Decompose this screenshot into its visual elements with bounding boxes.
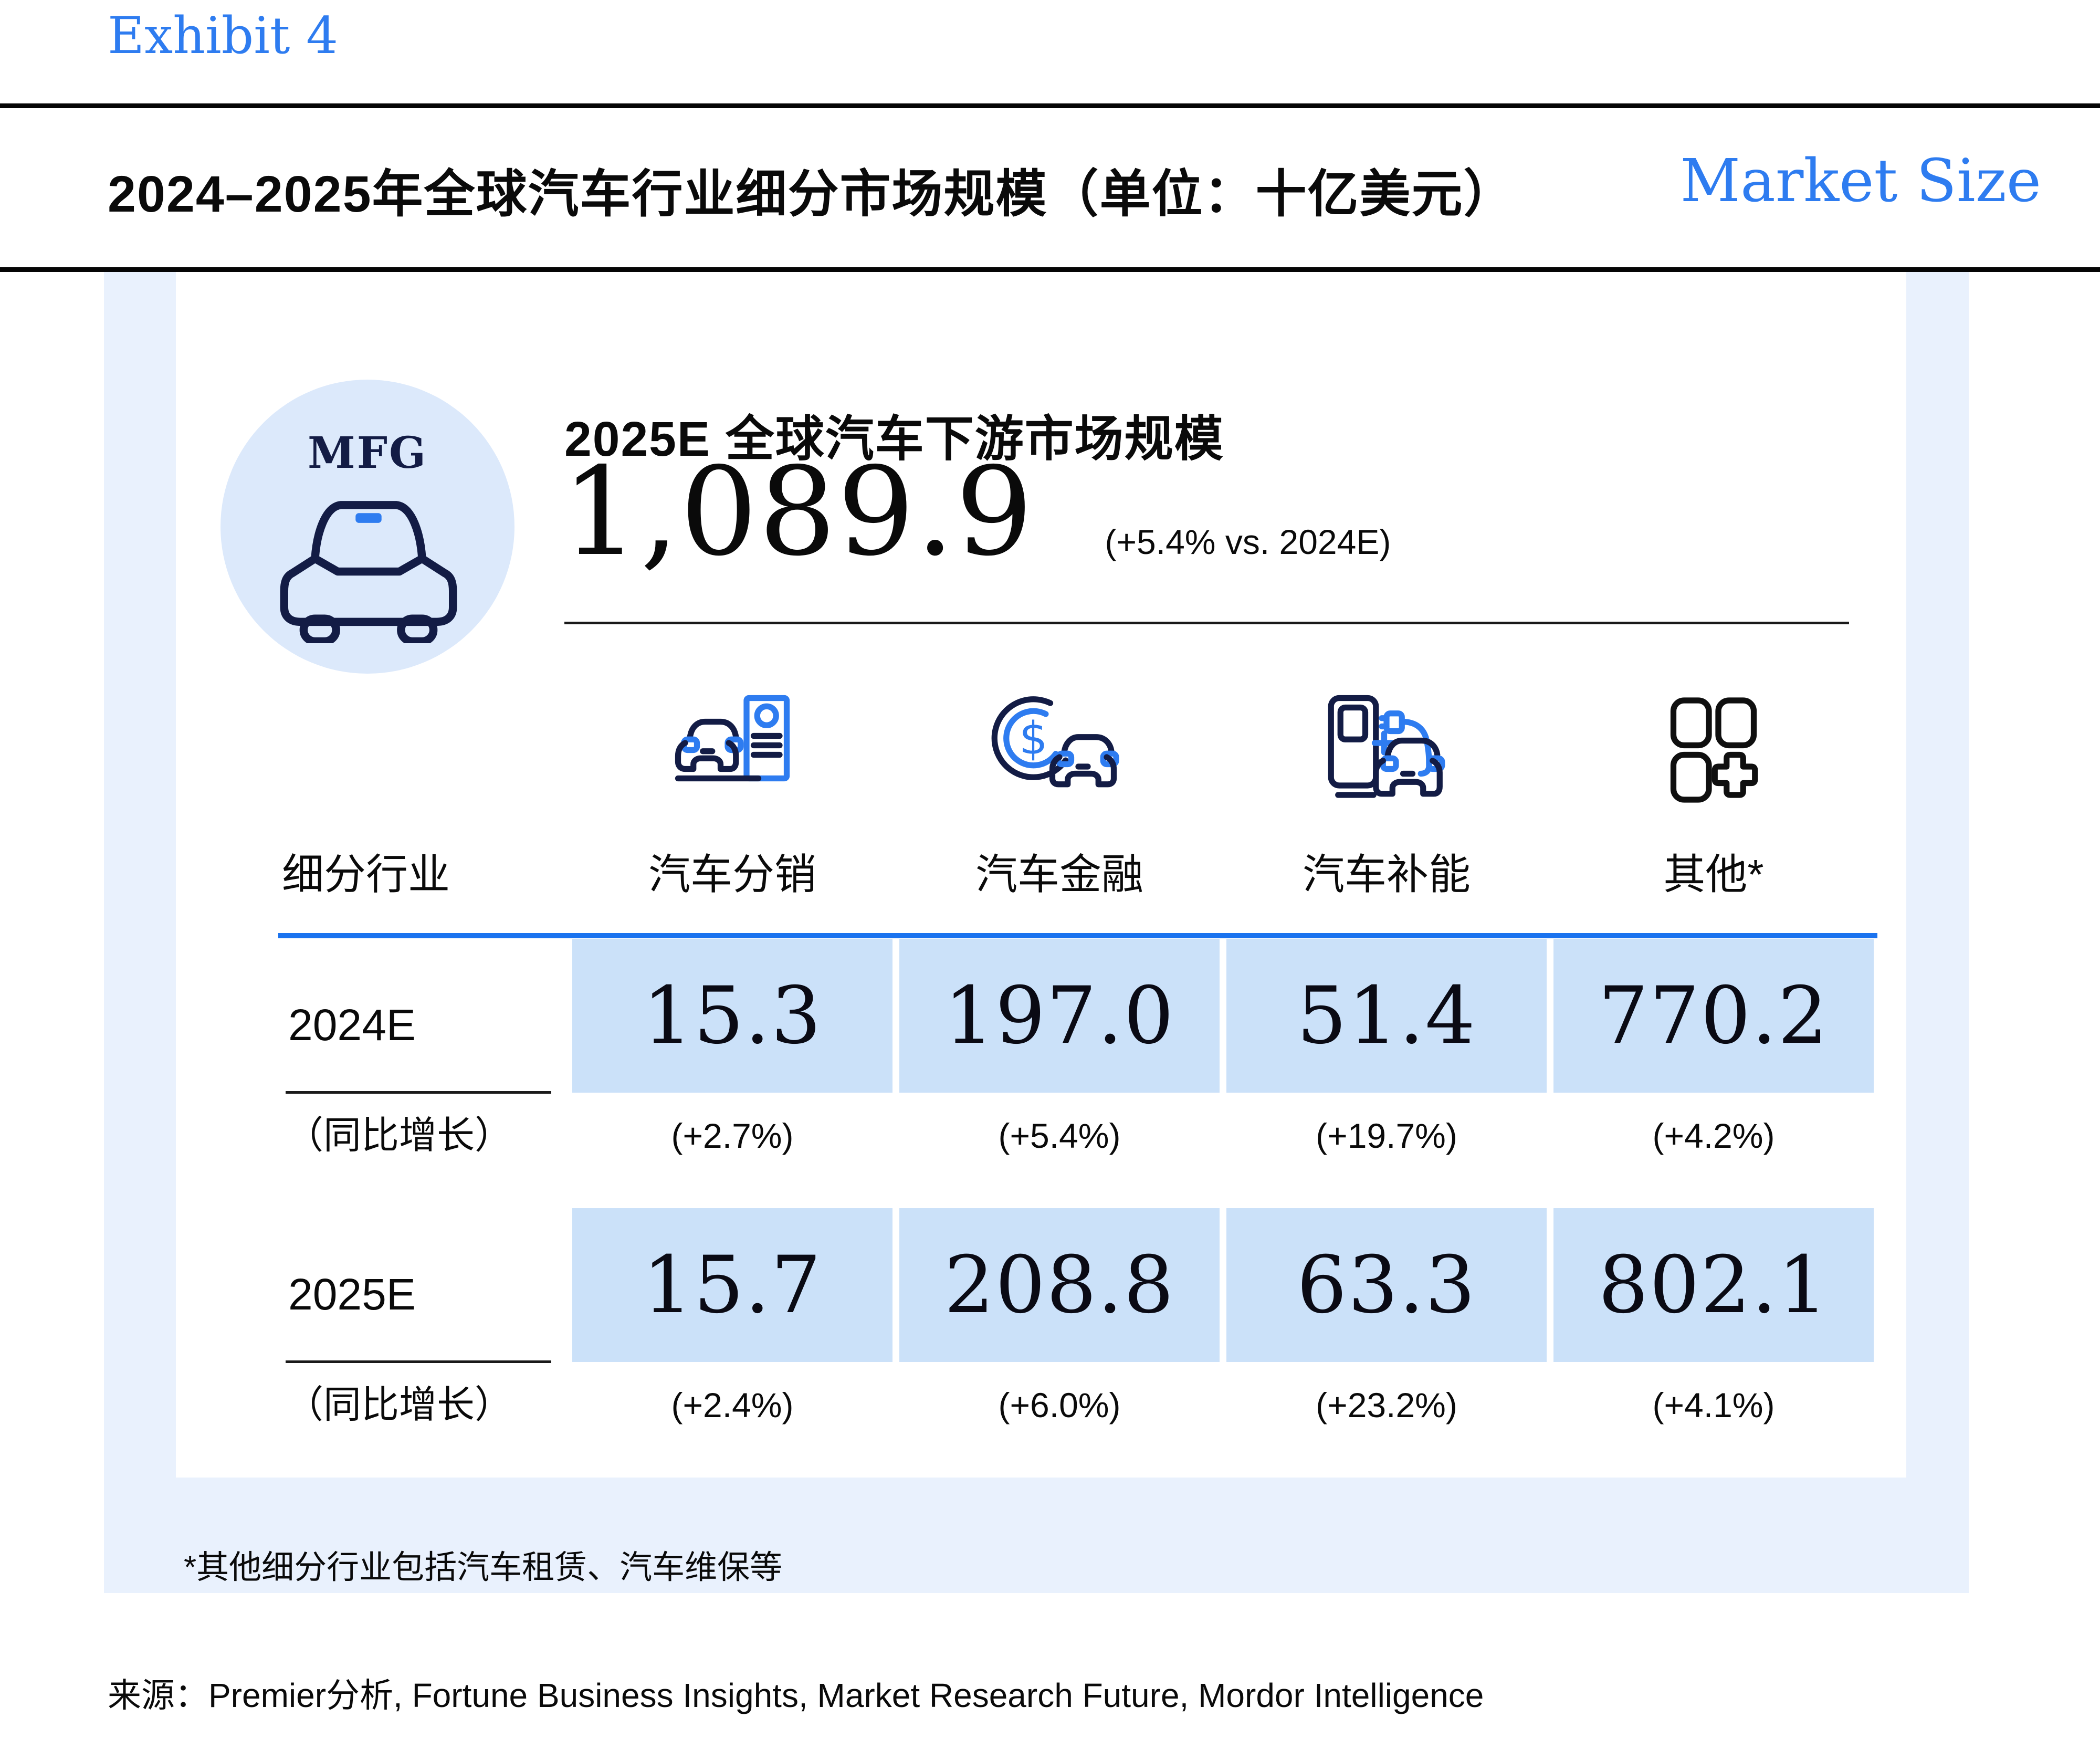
growth-cell: (+2.4%) xyxy=(671,1386,794,1424)
summary-headline: 2025E 全球汽车下游市场规模 xyxy=(564,412,1224,466)
market-size-label: Market Size xyxy=(1680,147,2041,215)
summary-underline xyxy=(564,622,1849,624)
row-label-2024e: 2024E xyxy=(288,1000,416,1050)
row-label-underline xyxy=(286,1360,551,1363)
segment-icons-row: $ xyxy=(572,689,1874,810)
exhibit-label: Exhibit 4 xyxy=(108,6,339,65)
car-document-icon xyxy=(675,695,790,781)
footnote: *其他细分行业包括汽车租赁、汽车维保等 xyxy=(184,1549,783,1586)
dollar-glyph: $ xyxy=(1019,713,1047,764)
growth-row-2025e: (+2.4%) (+6.0%) (+23.2%) (+4.1%) xyxy=(572,1382,1874,1428)
growth-cell: (+23.2%) xyxy=(1316,1386,1457,1424)
value-cell: 63.3 xyxy=(1226,1208,1547,1362)
growth-cell: (+4.1%) xyxy=(1652,1386,1775,1424)
source-line: 来源：Premier分析, Fortune Business Insights,… xyxy=(108,1677,1484,1714)
summary-line: 1,089.9 (+5.4% vs. 2024E) xyxy=(562,445,1391,579)
segment-labels-row: 汽车分销 汽车金融 汽车补能 其他* xyxy=(572,850,1874,900)
content-card: MFG 2025E 全球汽车下游市场规模 1,089.9 (+5.4% vs. … xyxy=(176,272,1906,1478)
value-cell: 15.7 xyxy=(572,1208,892,1362)
growth-cell: (+6.0%) xyxy=(998,1386,1121,1424)
title-rule xyxy=(0,267,2100,272)
charger-car-icon xyxy=(1328,695,1445,798)
grid-plus-icon xyxy=(1670,697,1758,803)
segment-icon-cell xyxy=(572,689,892,810)
segment-label: 汽车分销 xyxy=(648,851,816,898)
value-cell: 51.4 xyxy=(1226,939,1547,1093)
mfg-badge-label: MFG xyxy=(307,428,427,478)
row-label-2025e: 2025E xyxy=(288,1270,416,1319)
row-header-label: 细分行业 xyxy=(282,851,450,898)
growth-row-label: （同比增长） xyxy=(286,1115,513,1157)
growth-cell: (+19.7%) xyxy=(1316,1116,1457,1155)
growth-cell: (+2.7%) xyxy=(671,1116,794,1155)
value-cell: 802.1 xyxy=(1553,1208,1874,1362)
growth-cell: (+4.2%) xyxy=(1652,1116,1775,1155)
car-front-icon xyxy=(280,501,457,643)
growth-cell: (+5.4%) xyxy=(998,1116,1121,1155)
header-separator xyxy=(278,933,1877,938)
value-cell: 197.0 xyxy=(899,939,1220,1093)
segment-label: 其他* xyxy=(1663,851,1764,898)
growth-row-2024e: (+2.7%) (+5.4%) (+19.7%) (+4.2%) xyxy=(572,1113,1874,1158)
segment-icon-cell xyxy=(1226,689,1547,810)
segment-icon-cell xyxy=(1553,689,1874,810)
segment-label: 汽车金融 xyxy=(975,851,1143,898)
value-cell: 15.3 xyxy=(572,939,892,1093)
value-cell: 208.8 xyxy=(899,1208,1220,1362)
coin-car-icon: $ xyxy=(991,696,1119,787)
value-cell: 770.2 xyxy=(1553,939,1874,1093)
table-row-2024e: 15.3 197.0 51.4 770.2 xyxy=(572,939,1874,1093)
page-title: 2024–2025年全球汽车行业细分市场规模（单位：十亿美元） xyxy=(108,165,1516,223)
total-growth-note: (+5.4% vs. 2024E) xyxy=(1105,522,1391,561)
row-label-underline xyxy=(286,1091,551,1094)
mfg-badge: MFG xyxy=(220,380,514,674)
total-market-size-value: 1,089.9 xyxy=(562,441,1034,583)
segment-icon-cell: $ xyxy=(899,689,1220,810)
growth-row-label: （同比增长） xyxy=(286,1384,513,1426)
top-rule xyxy=(0,103,2100,108)
segment-label: 汽车补能 xyxy=(1303,851,1471,898)
table-row-2025e: 15.7 208.8 63.3 802.1 xyxy=(572,1208,1874,1362)
